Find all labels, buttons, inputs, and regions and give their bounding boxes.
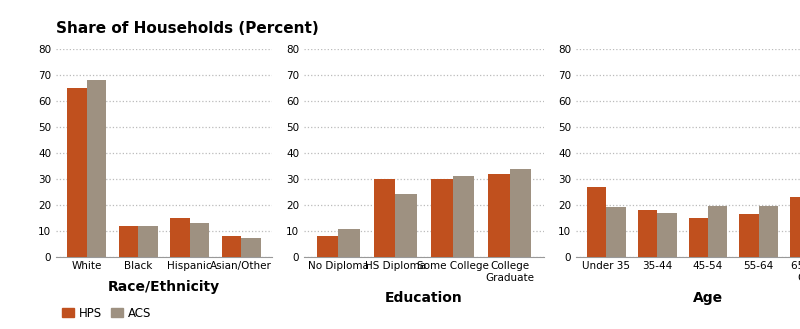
Bar xyxy=(317,236,338,257)
Bar xyxy=(138,226,158,257)
Legend: HPS, ACS: HPS, ACS xyxy=(62,307,151,320)
Bar xyxy=(338,229,360,257)
Bar xyxy=(190,223,210,257)
Bar xyxy=(758,206,778,257)
Bar xyxy=(67,88,87,257)
Bar xyxy=(222,236,241,257)
Text: Share of Households (Percent): Share of Households (Percent) xyxy=(56,21,318,36)
Bar xyxy=(395,194,417,257)
Bar xyxy=(739,214,758,257)
Bar xyxy=(587,187,606,257)
Bar xyxy=(453,176,474,257)
Bar xyxy=(374,179,395,257)
Bar xyxy=(606,207,626,257)
Bar xyxy=(118,226,138,257)
Bar xyxy=(510,168,531,257)
X-axis label: Race/Ethnicity: Race/Ethnicity xyxy=(108,280,220,294)
Bar xyxy=(708,206,727,257)
Bar xyxy=(638,210,658,257)
Bar xyxy=(170,218,190,257)
Bar xyxy=(488,174,510,257)
Bar xyxy=(658,213,677,257)
Bar xyxy=(790,197,800,257)
Bar xyxy=(241,239,261,257)
Bar xyxy=(431,179,453,257)
Bar xyxy=(87,81,106,257)
X-axis label: Age: Age xyxy=(693,291,723,305)
X-axis label: Education: Education xyxy=(385,291,463,305)
Bar xyxy=(689,218,708,257)
